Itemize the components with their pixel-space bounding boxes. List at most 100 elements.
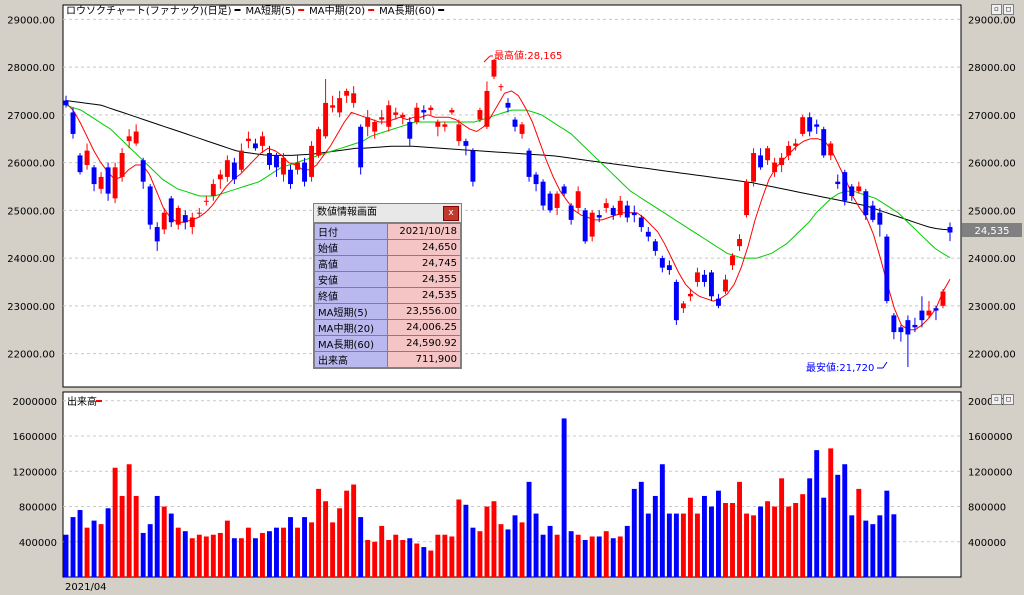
candle[interactable] [652,238,658,256]
candle[interactable] [203,196,209,206]
volume-bar[interactable] [821,497,827,577]
candle[interactable] [70,107,76,139]
candle[interactable] [105,162,111,201]
volume-bar[interactable] [435,534,441,577]
candle[interactable] [596,210,602,223]
candle[interactable] [821,126,827,158]
candle[interactable] [631,205,637,223]
candle[interactable] [723,274,728,294]
candle[interactable] [947,222,953,242]
volume-bar[interactable] [428,550,434,577]
volume-bar[interactable] [659,464,665,577]
candle[interactable] [119,148,125,182]
chart-resize-small-button[interactable]: ▫ [991,4,1002,15]
volume-bar[interactable] [210,534,216,577]
volume-bar[interactable] [491,501,497,577]
candle[interactable] [372,119,378,139]
candle[interactable] [610,205,616,220]
candle[interactable] [730,253,735,271]
volume-bar[interactable] [765,501,771,577]
popup-title-bar[interactable]: 数値情報画面 x [314,204,461,223]
volume-bar[interactable] [386,540,392,577]
volume-bar[interactable] [744,513,749,577]
candle[interactable] [252,138,258,151]
candle[interactable] [645,227,651,242]
candle[interactable] [344,88,350,103]
candle[interactable] [337,90,343,118]
volume-bar[interactable] [259,532,265,577]
candle[interactable] [842,169,848,206]
volume-bar[interactable] [126,464,132,577]
volume-bar[interactable] [365,540,371,577]
volume-resize-large-button[interactable]: ◻ [1003,394,1014,405]
volume-bar[interactable] [730,503,735,577]
candle[interactable] [772,157,778,177]
volume-bar[interactable] [547,525,553,577]
volume-bar[interactable] [842,464,848,577]
candle[interactable] [393,107,399,120]
volume-bar[interactable] [281,527,286,577]
volume-bar[interactable] [252,538,258,577]
candle[interactable] [463,138,469,156]
volume-bar[interactable] [666,513,672,577]
candle[interactable] [659,255,665,273]
volume-bar[interactable] [140,532,146,577]
candle[interactable] [835,174,841,189]
candle[interactable] [189,212,195,235]
candle[interactable] [519,121,525,139]
candle[interactable] [316,126,322,158]
volume-bar[interactable] [344,490,350,577]
candle[interactable] [245,131,251,149]
volume-bar[interactable] [358,517,364,577]
candle[interactable] [168,196,174,228]
candle[interactable] [919,296,925,328]
candle[interactable] [870,200,876,223]
candle[interactable] [505,98,511,113]
volume-bar[interactable] [800,494,806,577]
candle[interactable] [680,301,686,313]
volume-bar[interactable] [393,534,399,577]
volume-bar[interactable] [189,538,195,577]
volume-bar[interactable] [786,506,792,577]
candle[interactable] [716,293,721,309]
candle[interactable] [673,279,679,325]
candle[interactable] [533,172,539,192]
candle[interactable] [77,153,83,175]
candle[interactable] [91,164,97,192]
candle[interactable] [863,188,869,220]
volume-bar[interactable] [323,501,329,577]
volume-bar[interactable] [224,520,230,577]
candle[interactable] [428,105,434,115]
volume-resize-small-button[interactable]: ▫ [991,394,1002,405]
candle[interactable] [744,179,749,218]
candle[interactable] [547,191,553,213]
candle[interactable] [814,119,820,134]
volume-bar[interactable] [330,522,336,577]
volume-bar[interactable] [568,531,574,577]
candle[interactable] [400,112,406,125]
volume-bar[interactable] [463,504,469,577]
volume-bar[interactable] [351,484,357,578]
candle[interactable] [793,138,799,151]
volume-bar[interactable] [814,450,820,577]
candle[interactable] [884,234,890,304]
volume-bar[interactable] [624,525,630,577]
volume-bar[interactable] [337,508,343,577]
volume-bar[interactable] [891,514,897,577]
volume-bar[interactable] [203,536,209,577]
candle[interactable] [140,157,146,189]
candle[interactable] [765,145,771,165]
candle[interactable] [126,129,132,149]
candle[interactable] [302,157,307,187]
volume-bar[interactable] [196,534,202,577]
candle[interactable] [154,222,160,251]
volume-bar[interactable] [554,534,560,577]
volume-bar[interactable] [701,495,707,577]
volume-bar[interactable] [70,517,76,577]
candle[interactable] [63,95,69,108]
volume-bar[interactable] [610,538,616,577]
candle[interactable] [926,301,932,318]
volume-bar[interactable] [400,540,406,577]
volume-bar[interactable] [77,510,83,577]
candle[interactable] [112,162,118,204]
